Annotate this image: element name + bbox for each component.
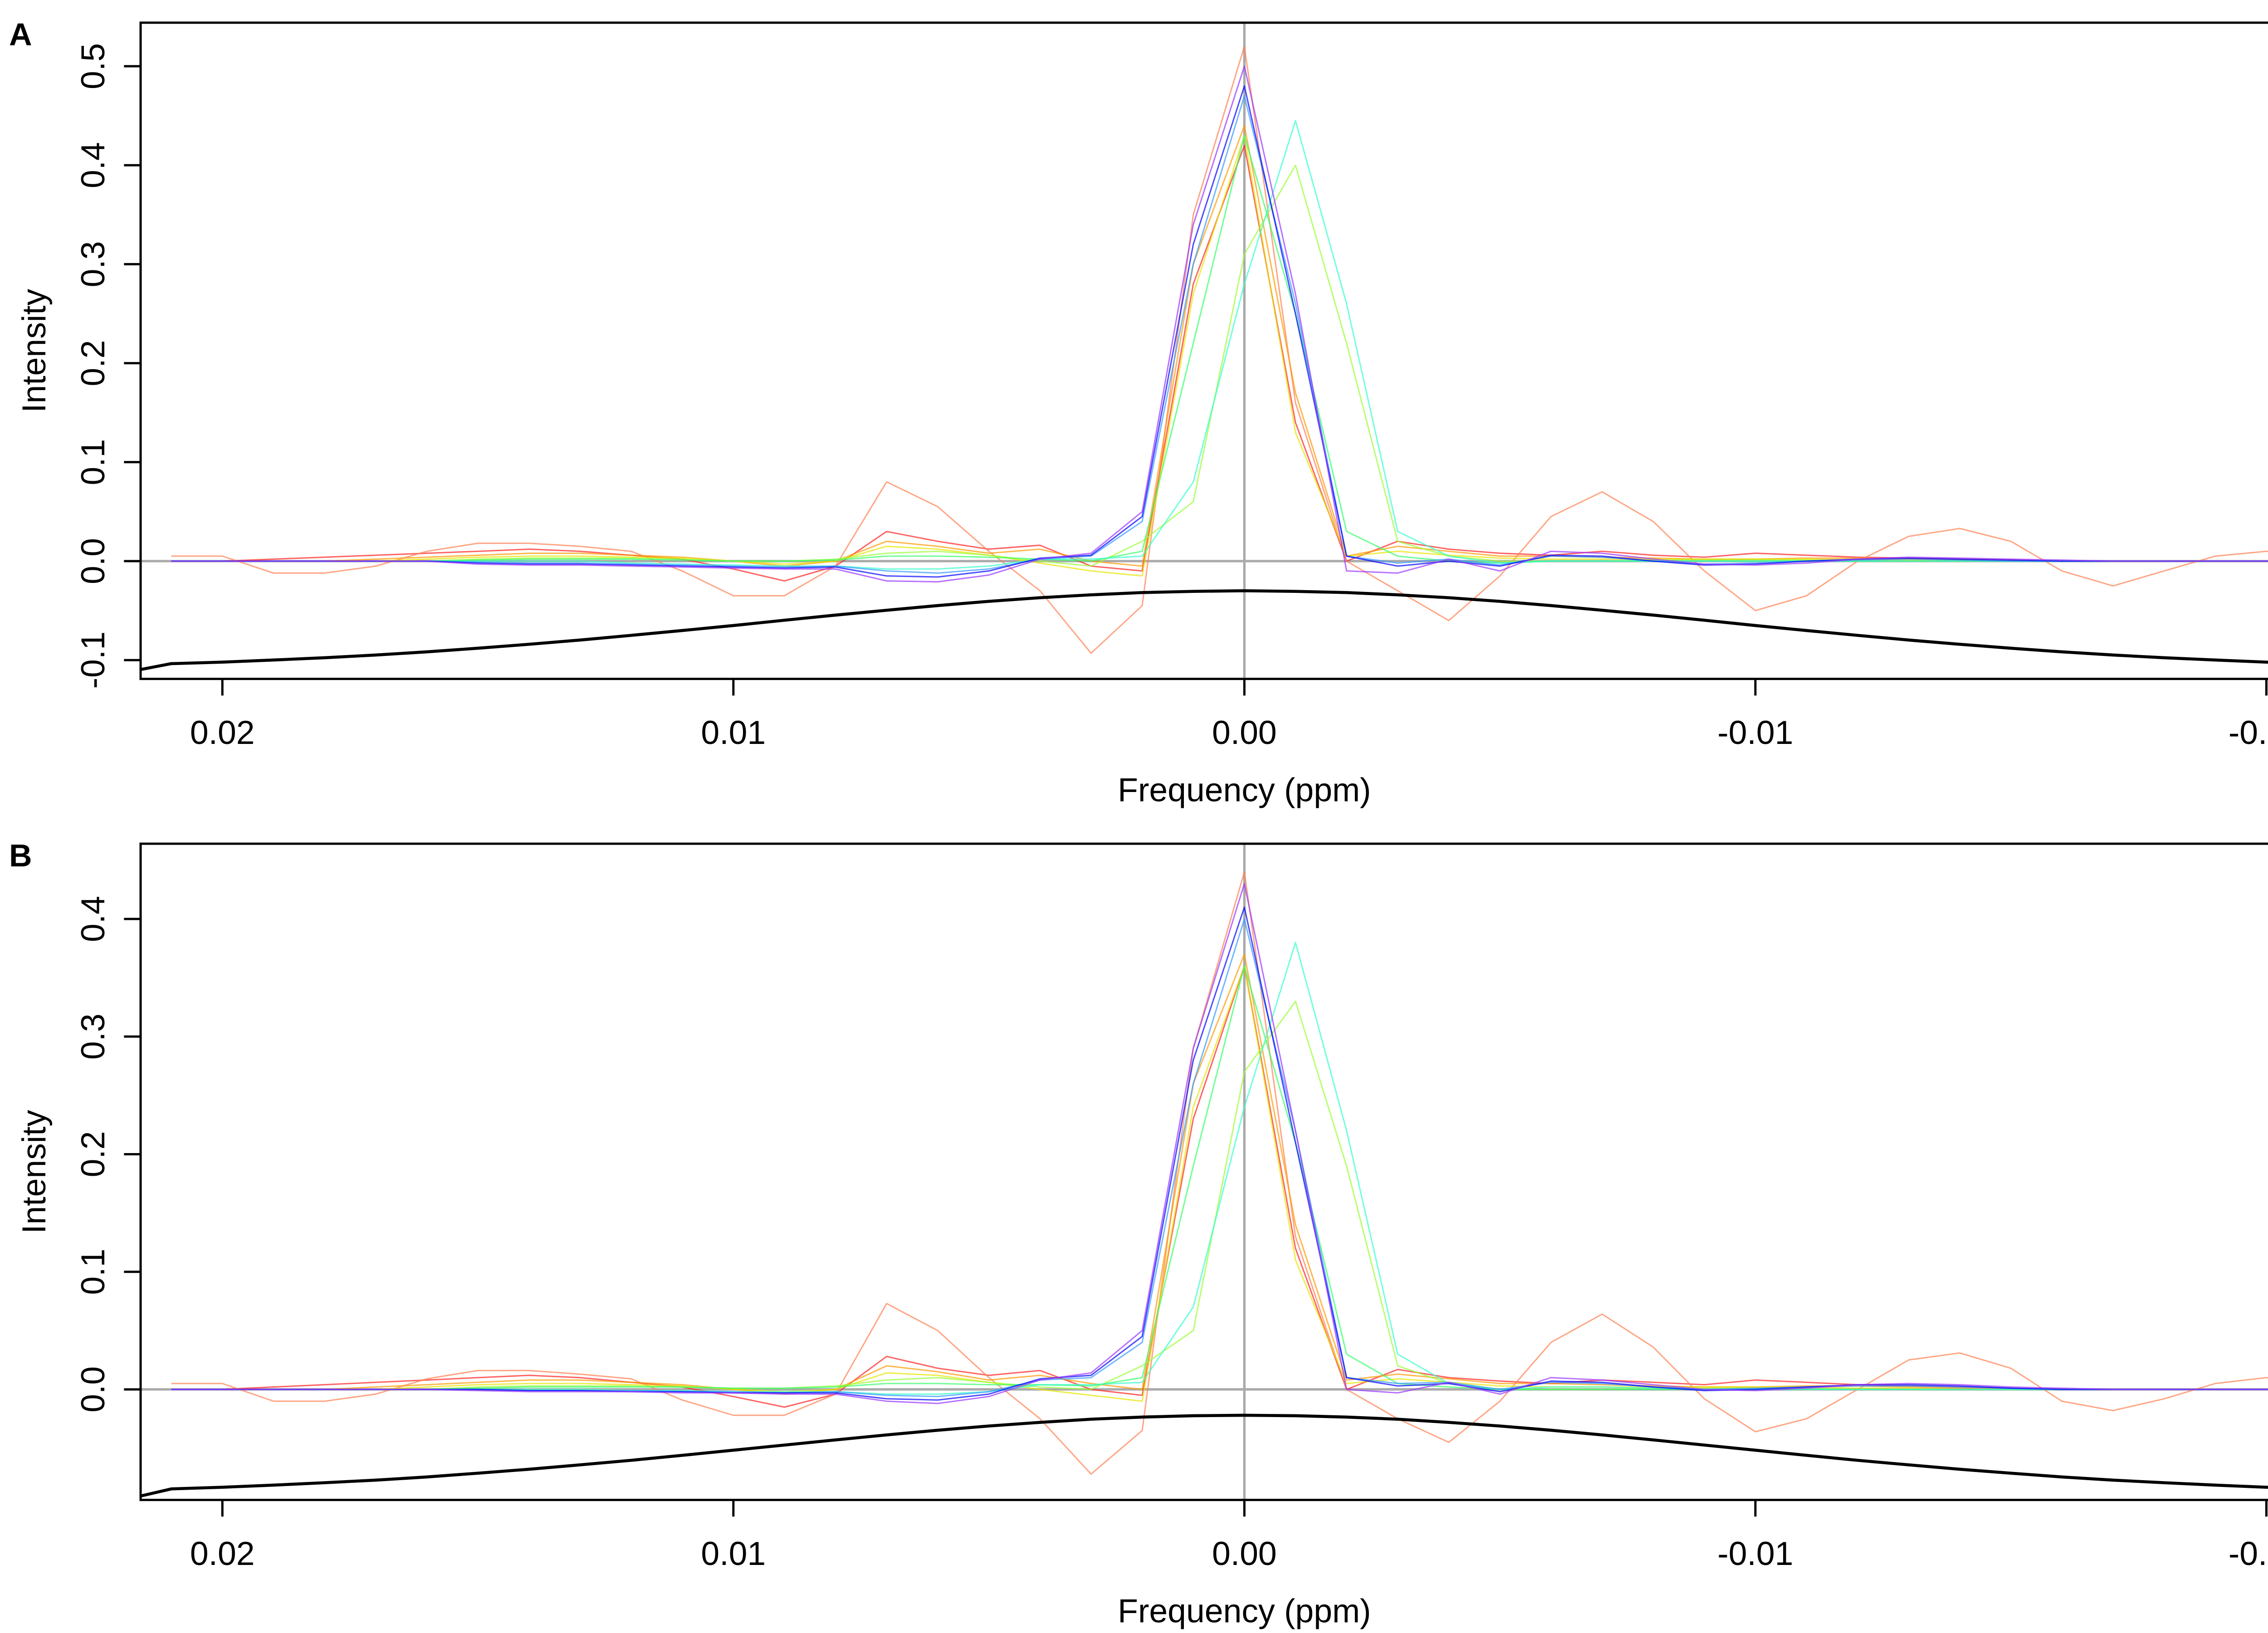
x-tick-label: 0.00 — [1212, 714, 1277, 751]
x-axis-title: Frequency (ppm) — [1118, 1593, 1371, 1630]
y-tick-label: 0.3 — [74, 241, 112, 287]
series-line-7 — [171, 120, 2268, 570]
envelope-curve — [141, 589, 2268, 671]
y-tick-label: 0.4 — [74, 142, 112, 188]
plot-area: 0.02 0.01 0.00 -0.01 -0.02 -0.1 0.0 0.1 0.2 0.3 0.… — [74, 21, 2268, 751]
panel-label: A — [9, 17, 32, 52]
y-tick-label: -0.1 — [74, 631, 112, 689]
series-line-6 — [171, 965, 2268, 1390]
y-tick-label: 0.1 — [74, 1249, 112, 1295]
x-tick-label: -0.02 — [2229, 714, 2268, 751]
panel-a: A Intensity Frequency (ppm) 0.02 0.01 0.00… — [9, 17, 2268, 809]
envelope-curve — [141, 1413, 2268, 1498]
x-tick-label: 0.02 — [190, 1535, 255, 1572]
y-axis-title: Intensity — [15, 1110, 53, 1233]
series-line-4 — [171, 135, 2268, 577]
series-line-6 — [171, 135, 2268, 564]
y-axis-title: Intensity — [15, 288, 53, 412]
series-line-9 — [171, 906, 2268, 1401]
y-tick-label: 0.5 — [74, 43, 112, 89]
y-tick-label: 0.2 — [74, 1131, 112, 1177]
series-line-8 — [171, 918, 2268, 1398]
series-line-8 — [171, 95, 2268, 574]
plot-frame — [139, 21, 2268, 680]
panel-label: B — [9, 838, 32, 873]
series-layer — [141, 844, 2268, 1500]
series-line-10 — [171, 65, 2268, 583]
series-line-3 — [171, 953, 2268, 1395]
series-line-5 — [171, 164, 2268, 567]
series-line-4 — [171, 965, 2268, 1402]
series-line-9 — [171, 85, 2268, 578]
series-line-10 — [171, 883, 2268, 1404]
y-tick-label: 0.4 — [74, 896, 112, 942]
x-tick-label: -0.01 — [1717, 714, 1793, 751]
y-tick-label: 0.0 — [74, 1366, 112, 1413]
x-tick-label: 0.02 — [190, 714, 255, 751]
series-line-3 — [171, 125, 2268, 567]
plot-area: 0.02 0.01 0.00 -0.01 -0.02 0.0 0.1 0.2 0.3 0.4 — [74, 842, 2268, 1572]
series-line-5 — [171, 1000, 2268, 1390]
x-tick-label: 0.01 — [701, 714, 766, 751]
y-tick-label: 0.2 — [74, 340, 112, 386]
plot-frame — [139, 842, 2268, 1501]
y-tick-label: 0.3 — [74, 1013, 112, 1060]
panel-b: B Intensity Frequency (ppm) 0.02 0.01 0.00… — [9, 838, 2268, 1630]
series-line-1 — [171, 965, 2268, 1408]
series-layer — [141, 23, 2268, 679]
series-line-2 — [171, 45, 2268, 654]
y-tick-label: 0.0 — [74, 538, 112, 584]
x-tick-label: -0.01 — [1717, 1535, 1793, 1572]
y-tick-label: 0.1 — [74, 439, 112, 485]
series-line-2 — [171, 871, 2268, 1475]
x-tick-label: 0.00 — [1212, 1535, 1277, 1572]
series-line-7 — [171, 942, 2268, 1395]
x-tick-label: -0.02 — [2229, 1535, 2268, 1572]
x-axis-title: Frequency (ppm) — [1118, 772, 1371, 809]
x-tick-label: 0.01 — [701, 1535, 766, 1572]
